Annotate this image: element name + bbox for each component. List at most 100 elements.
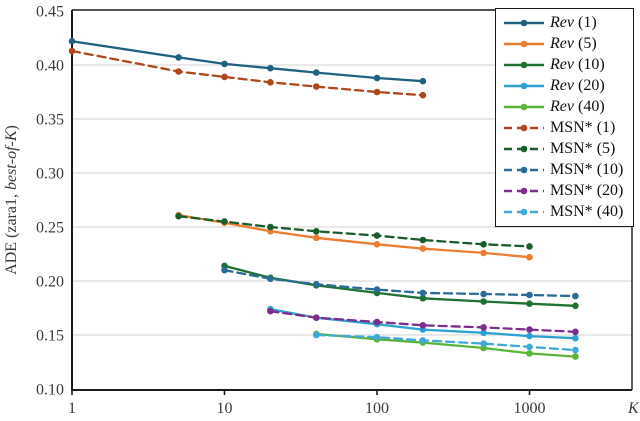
- series-marker-msn-1-k40: [313, 83, 320, 90]
- legend-label-rev-5: Rev (5): [550, 34, 597, 52]
- legend-line-sample-rev-40: [504, 103, 544, 111]
- series-marker-msn-40-k100: [373, 333, 381, 341]
- series-marker-rev-10-k2000: [572, 302, 579, 310]
- series-marker-msn-1-k200: [419, 91, 427, 99]
- legend-item-msn-40: MSN* (40): [503, 202, 625, 223]
- series-marker-msn-5-k10: [221, 218, 228, 225]
- series-marker-msn-1-k10: [221, 73, 228, 81]
- x-tick-label-1000: 1000: [514, 400, 546, 417]
- series-marker-msn-20-k40: [313, 314, 320, 322]
- series-marker-msn-1-k5: [175, 68, 182, 75]
- legend-label-msn-20: MSN* (20): [550, 182, 624, 200]
- series-marker-rev-20-k500: [480, 329, 487, 337]
- series-marker-rev-10-k1000: [526, 300, 533, 308]
- series-marker-msn-20-k200: [419, 322, 427, 329]
- legend-label-rev-20: Rev (20): [550, 76, 605, 94]
- series-marker-msn-40-k2000: [572, 346, 579, 354]
- y-tick-label-0.1: 0.10: [36, 382, 64, 399]
- x-tick-label-1: 1: [68, 400, 76, 417]
- series-marker-rev-40-k1000: [526, 350, 533, 357]
- y-tick-label-0.4: 0.40: [36, 58, 64, 75]
- series-marker-msn-20-k100: [373, 318, 381, 326]
- series-marker-msn-10-k40: [313, 280, 320, 288]
- y-tick-label-0.2: 0.20: [36, 274, 64, 291]
- series-marker-rev-5-k40: [313, 234, 320, 242]
- series-marker-msn-40-k200: [419, 337, 427, 344]
- series-marker-msn-20-k2000: [572, 328, 579, 336]
- series-marker-rev-1-k10: [221, 60, 228, 68]
- series-line-rev-40: [315, 332, 577, 358]
- series-line-msn-5: [177, 215, 531, 248]
- series-marker-msn-1-k1: [68, 47, 76, 55]
- legend-item-msn-5: MSN* (5): [503, 139, 625, 160]
- series-marker-msn-20-k1000: [526, 326, 533, 333]
- series-marker-rev-40-k2000: [572, 353, 579, 360]
- y-tick-label-0.45: 0.45: [36, 4, 64, 21]
- series-marker-msn-10-k2000: [572, 292, 579, 300]
- series-line-msn-10: [223, 269, 577, 298]
- series-marker-msn-10-k200: [419, 289, 427, 297]
- y-tick-label-0.3: 0.30: [36, 166, 64, 183]
- x-tick-label-100: 100: [365, 400, 389, 417]
- series-marker-msn-10-k1000: [526, 291, 533, 299]
- legend-line-sample-msn-1: [504, 124, 544, 132]
- series-marker-msn-5-k40: [313, 228, 320, 235]
- legend-label-rev-1: Rev (1): [550, 13, 597, 31]
- legend-label-msn-5: MSN* (5): [550, 140, 616, 158]
- legend-item-rev-5: Rev (5): [503, 33, 625, 54]
- legend-line-sample-msn-40: [504, 209, 544, 216]
- series-marker-msn-40-k40: [313, 331, 320, 339]
- series-line-rev-5: [177, 213, 531, 259]
- legend-line-sample-msn-10: [504, 166, 544, 174]
- legend-item-msn-10: MSN* (10): [503, 160, 625, 181]
- y-tick-label-0.25: 0.25: [36, 220, 64, 237]
- series-marker-msn-40-k500: [480, 340, 487, 347]
- legend: Rev (1) Rev (5) Rev (10) Rev (20) Rev (40) MS…: [495, 8, 634, 227]
- x-tick-label-10: 10: [217, 400, 233, 417]
- series-marker-rev-20-k1000: [526, 332, 533, 340]
- legend-label-msn-40: MSN* (40): [550, 203, 624, 221]
- legend-line-sample-rev-20: [504, 82, 544, 90]
- series-marker-rev-5-k500: [480, 249, 487, 257]
- legend-item-rev-40: Rev (40): [503, 96, 625, 117]
- legend-label-msn-10: MSN* (10): [550, 161, 624, 179]
- legend-item-msn-20: MSN* (20): [503, 181, 625, 202]
- series-marker-msn-10-k100: [373, 286, 381, 293]
- series-marker-rev-10-k500: [480, 298, 487, 305]
- y-tick-label-0.15: 0.15: [36, 328, 64, 345]
- series-line-rev-10: [223, 264, 577, 307]
- legend-line-sample-rev-1: [504, 19, 544, 26]
- legend-label-msn-1: MSN* (1): [550, 119, 616, 137]
- series-marker-rev-10-k200: [419, 295, 427, 302]
- series-marker-msn-1-k100: [373, 88, 381, 96]
- series-marker-rev-5-k200: [419, 245, 427, 252]
- series-marker-rev-1-k200: [419, 77, 427, 85]
- legend-item-msn-1: MSN* (1): [503, 117, 625, 138]
- series-marker-msn-10-k10: [221, 266, 228, 274]
- series-marker-rev-1-k100: [373, 74, 381, 82]
- series-marker-msn-1-k20: [267, 79, 274, 86]
- series-marker-rev-1-k1: [68, 37, 76, 45]
- series-marker-msn-10-k500: [480, 290, 487, 298]
- legend-item-rev-20: Rev (20): [503, 75, 625, 96]
- y-tick-label-0.35: 0.35: [36, 112, 64, 129]
- series-marker-msn-5-k1000: [526, 243, 533, 250]
- legend-item-rev-1: Rev (1): [503, 12, 625, 33]
- series-marker-rev-5-k1000: [526, 253, 533, 261]
- y-axis-label: ADE (zara1, best-of-K): [3, 125, 20, 275]
- series-marker-msn-20-k20: [267, 307, 274, 315]
- series-marker-msn-20-k500: [480, 324, 487, 331]
- series-marker-msn-40-k1000: [526, 343, 533, 351]
- series-marker-msn-5-k5: [175, 212, 182, 220]
- legend-line-sample-rev-10: [504, 61, 544, 69]
- series-marker-msn-5-k100: [373, 232, 381, 239]
- series-line-msn-1: [70, 49, 425, 97]
- series-marker-rev-5-k100: [373, 241, 381, 248]
- legend-line-sample-msn-20: [504, 187, 544, 195]
- series-marker-rev-1-k40: [313, 69, 320, 76]
- series-marker-rev-1-k20: [267, 64, 274, 72]
- series-marker-rev-20-k2000: [572, 334, 579, 342]
- series-line-msn-40: [315, 333, 577, 352]
